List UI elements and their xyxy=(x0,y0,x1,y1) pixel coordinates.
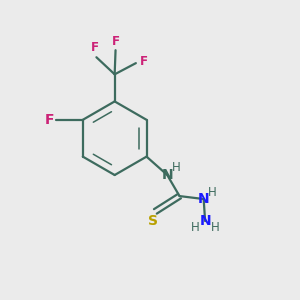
Text: N: N xyxy=(161,168,173,182)
Text: H: H xyxy=(190,221,199,234)
Text: N: N xyxy=(198,192,209,206)
Text: F: F xyxy=(112,35,119,48)
Text: N: N xyxy=(199,214,211,228)
Text: F: F xyxy=(91,41,99,54)
Text: H: H xyxy=(208,186,217,199)
Text: F: F xyxy=(140,55,147,68)
Text: S: S xyxy=(148,214,158,228)
Text: F: F xyxy=(44,113,54,127)
Text: H: H xyxy=(172,161,180,174)
Text: H: H xyxy=(211,221,220,234)
